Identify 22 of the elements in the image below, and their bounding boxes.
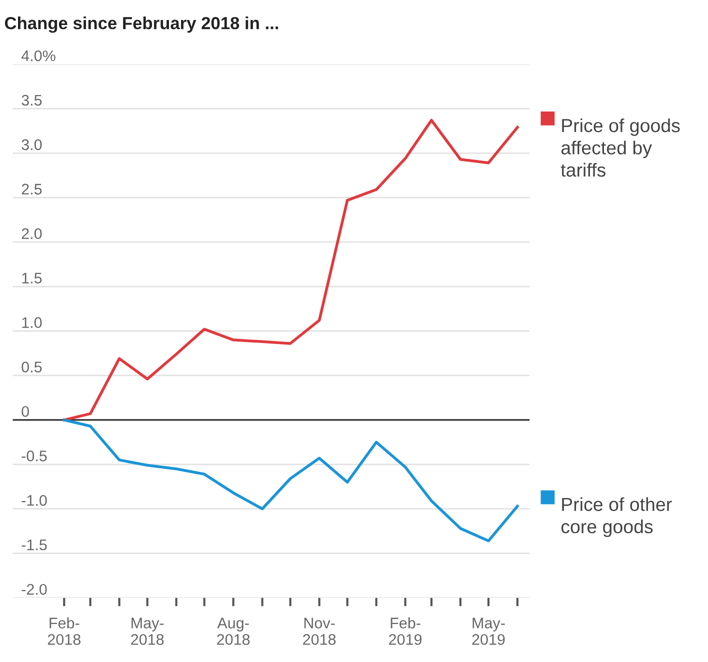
x-tick-label: Nov- 2018 xyxy=(303,618,336,645)
y-tick-label: 1.0 xyxy=(22,317,42,328)
legend-label: Price of other core goods xyxy=(561,497,672,538)
x-tick-label: Feb- 2018 xyxy=(48,617,80,645)
x-tick-label: Aug- 2018 xyxy=(217,618,250,645)
y-tick-label: -0.5 xyxy=(22,450,47,462)
x-tick-label: Feb- 2019 xyxy=(389,617,422,645)
y-tick-label: 1.5 xyxy=(22,272,42,284)
y-tick-label: 2.0 xyxy=(22,228,42,240)
y-tick-label: -2.0 xyxy=(22,584,47,595)
y-tick-label: 3.5 xyxy=(22,94,42,106)
x-tick-label: May- 2018 xyxy=(131,618,164,645)
legend-label: Price of goods affected by tariffs xyxy=(560,118,680,177)
y-tick-label: -1.0 xyxy=(22,495,47,506)
y-tick-label: 4.0% xyxy=(21,50,56,62)
y-tick-label: 3.0 xyxy=(22,139,42,150)
y-tick-label: 0.5 xyxy=(22,362,42,372)
chart-title: Change since February 2018 in ... xyxy=(4,16,278,33)
x-tick-label: May- 2019 xyxy=(472,618,505,645)
y-tick-label: 2.5 xyxy=(22,184,42,195)
y-tick-label: 0 xyxy=(22,406,29,417)
y-tick-label: -1.5 xyxy=(22,540,47,550)
